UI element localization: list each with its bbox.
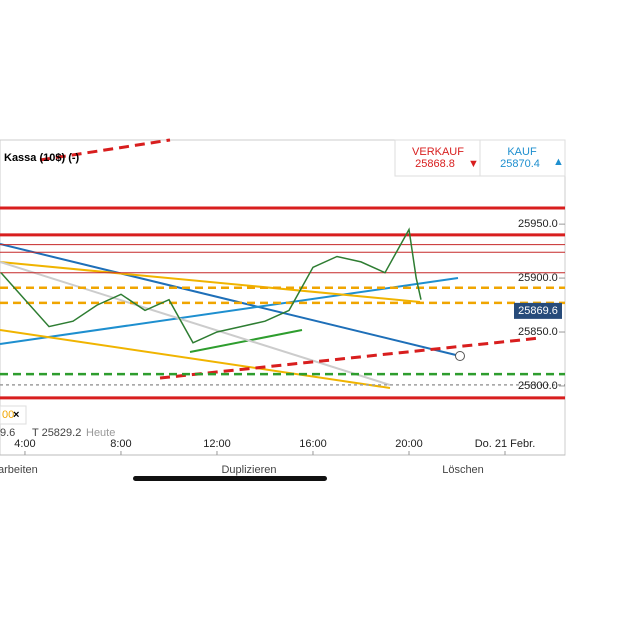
x-tick-label: 20:00	[395, 438, 423, 450]
sell-value[interactable]: 25868.8	[415, 158, 455, 170]
x-tick-label: 4:00	[14, 438, 35, 450]
legend-item: Heute	[86, 427, 115, 439]
x-tick-label: 16:00	[299, 438, 327, 450]
x-tick-label: 12:00	[203, 438, 231, 450]
x-tick-label: 8:00	[110, 438, 131, 450]
drag-handle[interactable]	[455, 351, 465, 361]
edit-button[interactable]: arbeiten	[0, 464, 38, 476]
trend-line	[0, 261, 391, 386]
duplicate-button[interactable]: Duplizieren	[221, 464, 276, 476]
x-tick-label: Do. 21 Febr.	[475, 438, 536, 450]
chart-title: Kassa (10$) (-)	[4, 152, 80, 164]
down-arrow: ▼	[468, 158, 479, 170]
sell-label[interactable]: VERKAUF	[412, 146, 464, 158]
y-tick-label: 25900.0	[518, 272, 558, 284]
trend-line	[0, 329, 391, 389]
last-price-label: 25869.6	[518, 305, 558, 317]
trend-line	[189, 329, 303, 353]
legend-item: T 25829.2	[32, 427, 81, 439]
indicator-tag: 00	[2, 409, 14, 421]
y-tick-label: 25950.0	[518, 218, 558, 230]
buy-label[interactable]: KAUF	[507, 146, 537, 158]
last-price-box	[514, 302, 562, 319]
buy-value[interactable]: 25870.4	[500, 158, 540, 170]
trend-line	[39, 138, 171, 162]
trend-line	[0, 243, 461, 357]
y-tick-label: 25800.0	[518, 380, 558, 392]
chart-frame	[0, 139, 566, 456]
home-indicator	[133, 476, 327, 481]
legend-item: 9.6	[0, 427, 15, 439]
y-tick-label: 25850.0	[518, 326, 558, 338]
trend-line	[0, 261, 421, 303]
close-button[interactable]: ×	[13, 409, 19, 421]
indicator-tag-box	[0, 405, 27, 425]
price-line	[0, 227, 422, 344]
delete-button[interactable]: Löschen	[442, 464, 484, 476]
up-arrow: ▲	[553, 156, 564, 168]
